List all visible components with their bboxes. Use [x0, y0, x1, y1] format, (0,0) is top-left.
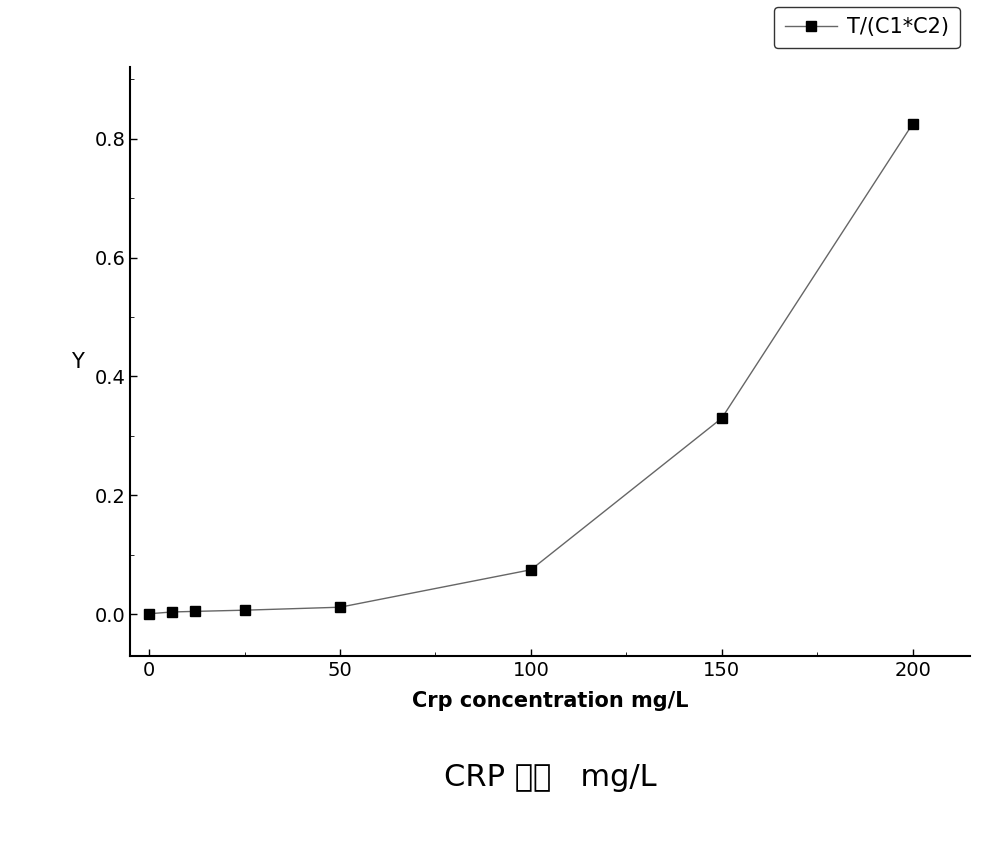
T/(C1*C2): [334, 602, 346, 612]
T/(C1*C2): [189, 606, 201, 616]
T/(C1*C2): [716, 413, 728, 423]
T/(C1*C2): [239, 606, 251, 616]
T/(C1*C2): [907, 119, 919, 129]
Line: T/(C1*C2): T/(C1*C2): [144, 119, 918, 619]
T/(C1*C2): [166, 607, 178, 617]
Y-axis label: Y: Y: [71, 352, 84, 372]
T/(C1*C2): [143, 609, 155, 619]
X-axis label: Crp concentration mg/L: Crp concentration mg/L: [412, 691, 688, 711]
T/(C1*C2): [525, 564, 537, 574]
Text: CRP 浓度   mg/L: CRP 浓度 mg/L: [444, 764, 656, 792]
Legend: T/(C1*C2): T/(C1*C2): [774, 7, 960, 48]
